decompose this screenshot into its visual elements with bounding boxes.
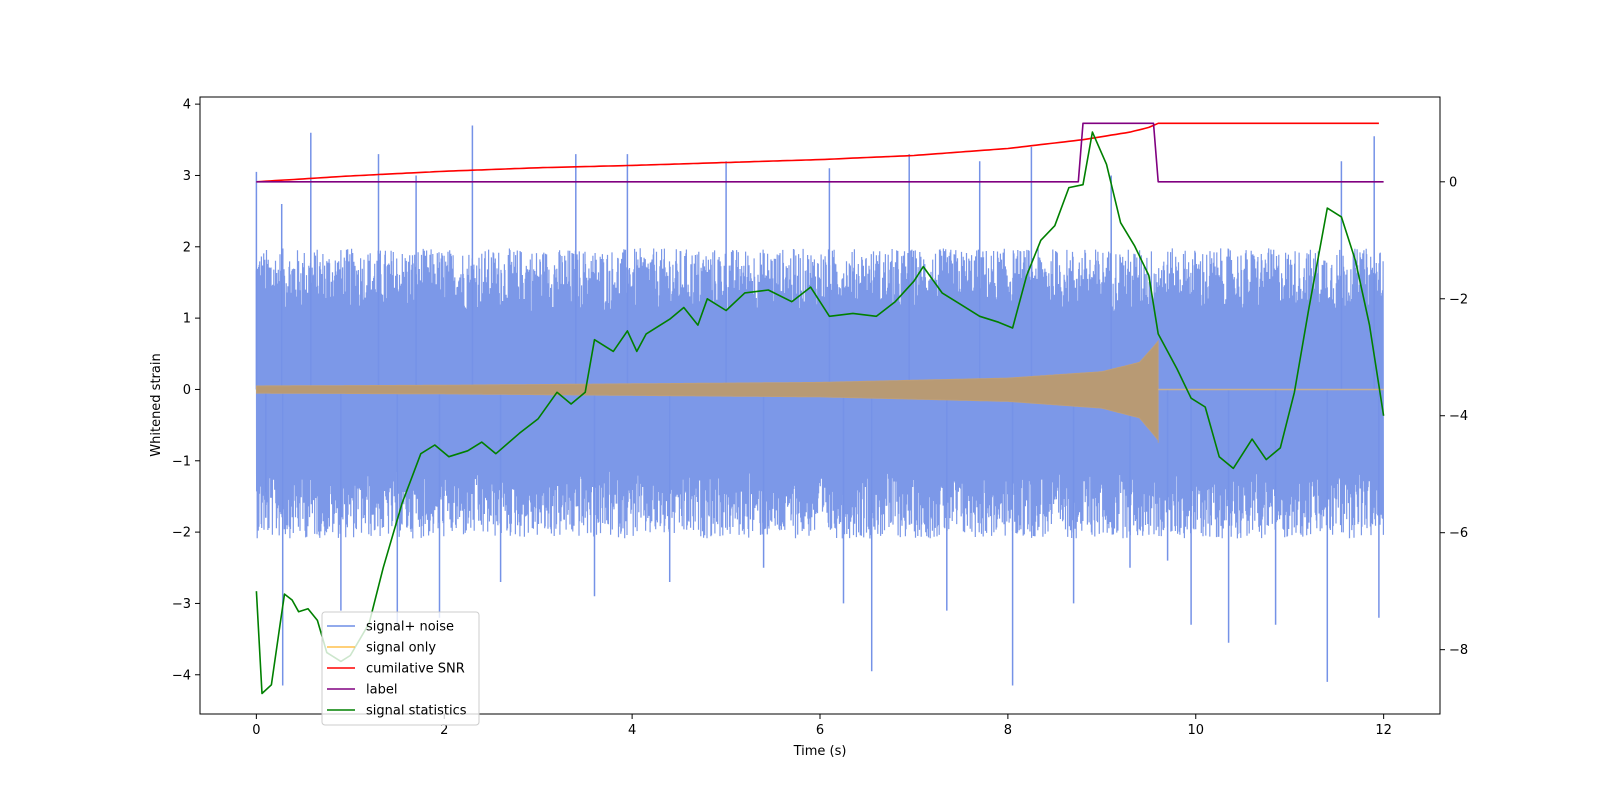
x-axis-label: Time (s) xyxy=(793,744,847,759)
y-axis-left: −4 −3 −2 −1 0 1 2 3 4 xyxy=(172,98,200,683)
y-tick-label-0: −4 xyxy=(172,668,191,683)
legend: signal+ noise signal only cumilative SNR la… xyxy=(321,611,480,726)
x-tick-label-6: 12 xyxy=(1375,723,1392,738)
y-tick-label-7: 3 xyxy=(183,169,191,184)
y2-tick-label-1: −6 xyxy=(1449,526,1468,541)
signal-noise-series xyxy=(255,125,1384,686)
signal-noise-line xyxy=(255,248,1384,539)
x-tick-label-0: 0 xyxy=(252,723,260,738)
y-tick-label-3: −1 xyxy=(172,454,191,469)
x-axis: 0 2 4 6 8 10 12 xyxy=(252,714,1392,738)
x-tick-label-1: 2 xyxy=(440,723,448,738)
y-tick-label-2: −2 xyxy=(172,526,191,541)
right-axis-series xyxy=(255,122,1385,695)
y2-tick-label-4: 0 xyxy=(1449,175,1457,190)
legend-label-2: cumilative SNR xyxy=(366,662,465,677)
legend-label-0: signal+ noise xyxy=(366,620,454,635)
legend-label-3: label xyxy=(366,683,397,698)
y-axis-right: −8 −6 −4 −2 0 xyxy=(1440,175,1468,658)
x-tick-label-5: 10 xyxy=(1187,723,1204,738)
legend-label-1: signal only xyxy=(366,641,436,656)
legend-label-4: signal statistics xyxy=(366,704,467,719)
y-tick-label-8: 4 xyxy=(183,98,191,113)
x-tick-label-4: 8 xyxy=(1004,723,1012,738)
x-tick-label-3: 6 xyxy=(816,723,824,738)
y-tick-label-4: 0 xyxy=(183,383,191,398)
x-tick-label-2: 4 xyxy=(628,723,636,738)
y-tick-label-1: −3 xyxy=(172,597,191,612)
y2-tick-label-2: −4 xyxy=(1449,409,1468,424)
y2-tick-label-0: −8 xyxy=(1449,643,1468,658)
y-axis-label: Whitened strain xyxy=(149,353,164,456)
y-tick-label-5: 1 xyxy=(183,312,191,327)
cumilative-snr-line xyxy=(256,122,1379,183)
signal-statistics-line xyxy=(255,131,1385,695)
y-tick-label-6: 2 xyxy=(183,240,191,255)
y2-tick-label-3: −2 xyxy=(1449,292,1468,307)
label-line xyxy=(256,122,1384,183)
legend-box xyxy=(321,611,480,726)
